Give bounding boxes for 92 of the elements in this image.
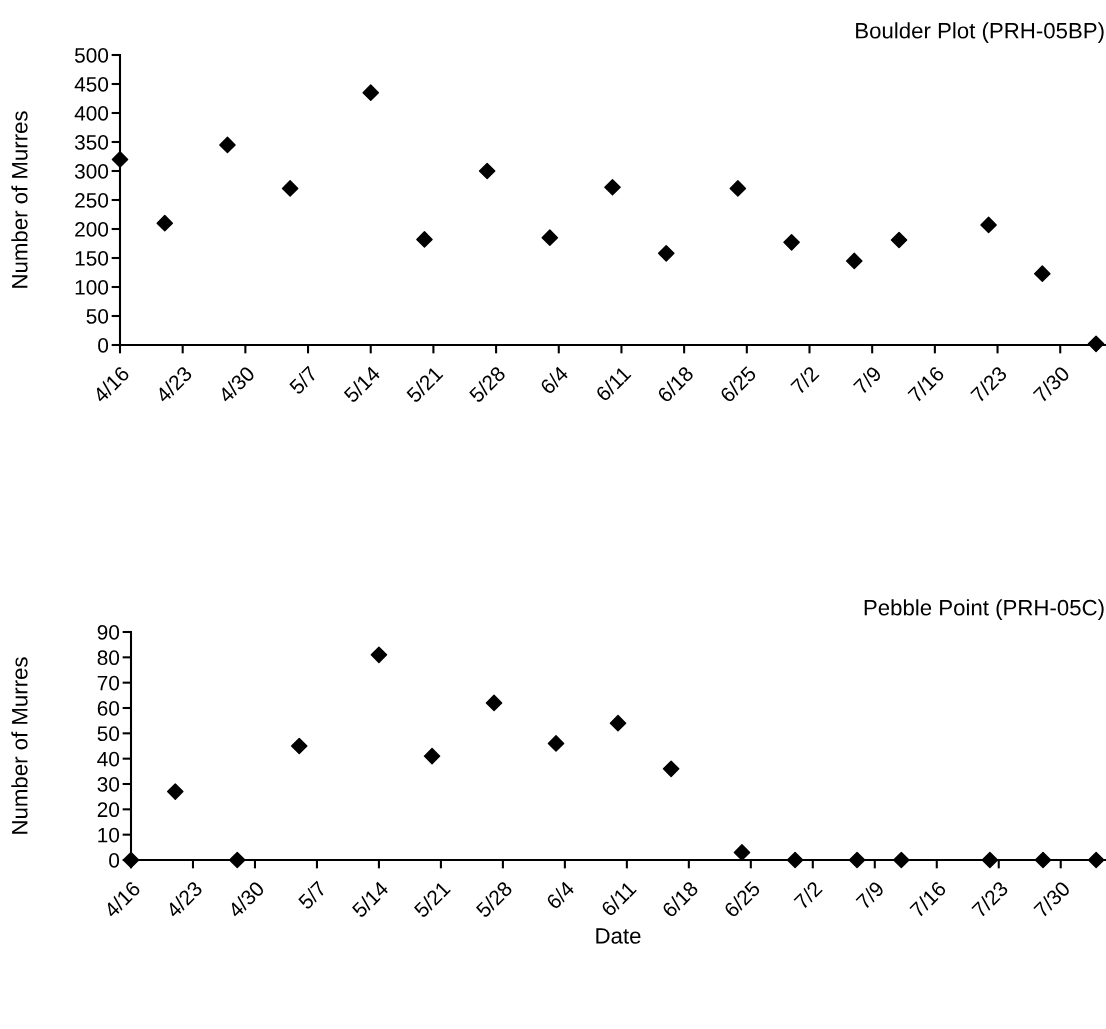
y-tick-label: 50: [97, 726, 120, 742]
point: [981, 851, 999, 869]
point: [166, 783, 184, 800]
y-tick-label: 300: [74, 164, 109, 179]
point: [786, 851, 804, 869]
x-tick-label: 4/16: [102, 880, 142, 919]
x-tick-label: 7/23: [970, 880, 1009, 919]
point: [290, 737, 308, 755]
point: [111, 151, 129, 168]
point: [281, 180, 299, 197]
point: [423, 747, 441, 765]
y-tick-label: 150: [75, 251, 109, 266]
x-tick-label: 7/23: [969, 365, 1008, 404]
point: [547, 735, 565, 752]
point: [662, 760, 680, 778]
x-tick-label: 7/30: [1032, 365, 1071, 404]
point: [733, 844, 751, 861]
y-tick-label: 100: [75, 280, 109, 295]
point: [1087, 335, 1105, 353]
x-tick-label: 5/7: [297, 880, 328, 911]
x-tick-label: 7/30: [1032, 880, 1071, 919]
y-tick-label: 80: [97, 650, 120, 666]
x-tick-label: 6/25: [718, 365, 758, 404]
y-tick-label: 50: [86, 309, 109, 324]
point: [362, 84, 380, 102]
x-axis-title: Date: [596, 928, 641, 944]
point: [893, 851, 910, 869]
x-tick-label: 5/28: [474, 880, 514, 919]
point: [729, 180, 747, 197]
x-tick-label: 7/2: [793, 880, 823, 910]
point: [609, 714, 627, 732]
y-tick-label: 70: [97, 675, 120, 691]
point: [485, 694, 503, 712]
y-axis-title: Number of Murres: [11, 657, 28, 834]
y-tick-label: 0: [98, 338, 109, 353]
y-tick-label: 200: [75, 222, 109, 237]
x-tick-label: 5/14: [342, 364, 382, 404]
point: [657, 245, 675, 262]
x-tick-label: 7/9: [855, 880, 885, 910]
x-tick-label: 4/30: [226, 880, 266, 919]
x-tick-label: 5/28: [468, 365, 507, 404]
x-tick-label: 6/4: [539, 364, 570, 395]
y-tick-label: 20: [97, 802, 120, 818]
point: [1034, 851, 1052, 869]
x-tick-label: 6/11: [594, 365, 632, 403]
y-tick-label: 250: [75, 193, 109, 208]
y-tick-label: 30: [97, 777, 120, 792]
chart-title: Boulder Plot (PRH-05BP): [856, 22, 1104, 43]
x-tick-label: 4/23: [154, 365, 193, 404]
x-tick-label: 5/21: [412, 880, 452, 919]
point: [541, 229, 559, 247]
point: [370, 646, 388, 664]
x-tick-label: 5/7: [288, 365, 319, 396]
point: [848, 851, 866, 869]
y-tick-label: 350: [74, 135, 109, 150]
x-tick-label: 7/2: [789, 365, 820, 395]
y-tick-label: 0: [109, 853, 120, 868]
x-tick-label: 5/21: [405, 365, 444, 404]
y-tick-label: 10: [98, 827, 120, 843]
x-tick-label: 6/25: [722, 880, 762, 919]
point: [416, 231, 433, 248]
x-tick-label: 4/30: [217, 365, 256, 404]
chart-title: Pebble Point (PRH-05C): [864, 599, 1104, 620]
point: [890, 231, 908, 249]
y-tick-label: 400: [74, 106, 109, 121]
point: [228, 851, 246, 869]
y-tick-label: 500: [74, 48, 109, 63]
x-tick-label: 4/16: [91, 365, 131, 404]
y-axis-title: Number of Murres: [11, 111, 28, 288]
x-tick-label: 7/16: [908, 880, 947, 919]
point: [783, 234, 800, 251]
y-tick-label: 90: [97, 625, 120, 640]
y-tick-label: 40: [97, 751, 120, 767]
x-tick-label: 6/18: [660, 880, 700, 919]
x-tick-label: 6/11: [600, 880, 637, 918]
x-tick-label: 6/18: [656, 365, 695, 404]
x-tick-label: 5/14: [350, 879, 390, 919]
point: [1087, 851, 1105, 869]
x-tick-label: 7/16: [906, 365, 946, 404]
x-tick-label: 6/4: [545, 879, 576, 910]
point: [122, 851, 140, 869]
point: [219, 136, 236, 154]
point: [845, 252, 863, 270]
y-tick-label: 60: [97, 701, 120, 716]
point: [156, 214, 174, 232]
point: [478, 162, 496, 180]
point: [604, 178, 621, 196]
x-tick-label: 7/9: [852, 365, 883, 395]
point: [980, 216, 997, 234]
x-tick-label: 4/23: [164, 880, 204, 919]
point: [1034, 265, 1051, 282]
y-tick-label: 450: [74, 77, 109, 92]
